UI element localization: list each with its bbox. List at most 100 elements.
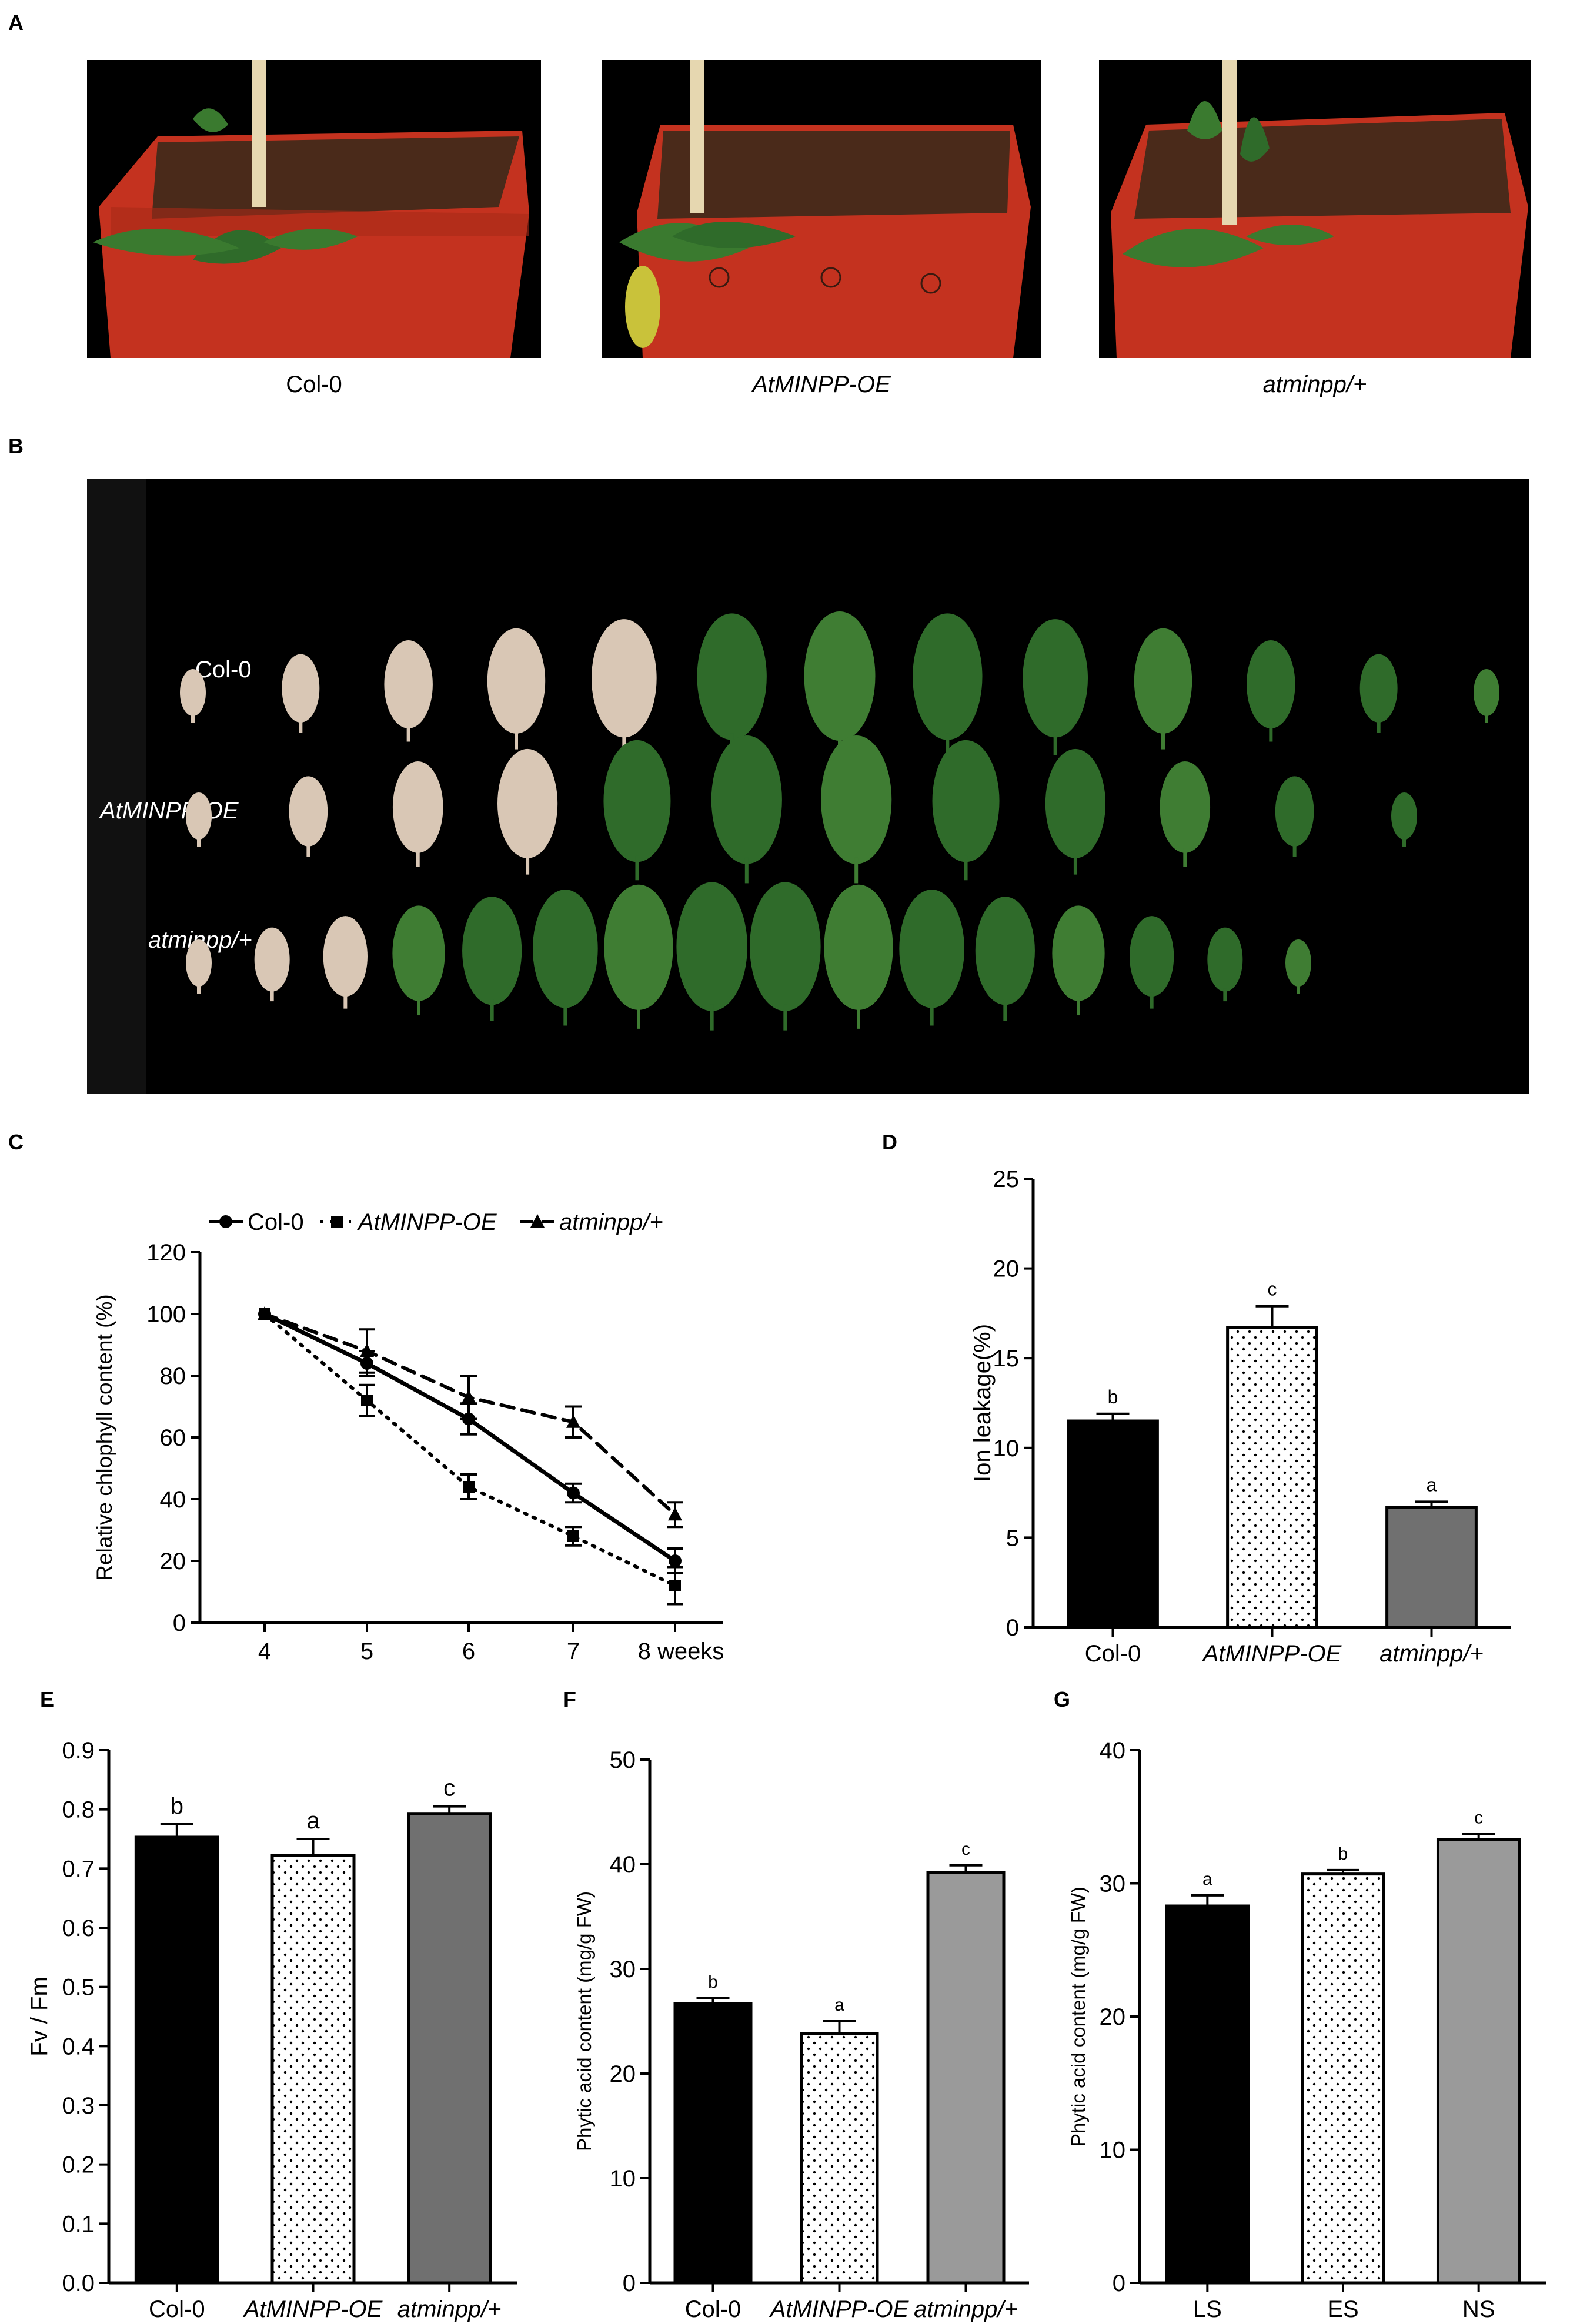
y-tick-label: 20 <box>1100 2004 1126 2030</box>
chart-e-fvfm: 0.0 0.1 0.2 0.3 0.4 0.5 0.6 0.7 0.8 0.9 Fv / Fm b Co… <box>26 1738 517 2322</box>
chart-f-phytic-acid: 0 10 20 30 40 50 Phytic acid content (mg/g FW)… <box>573 1747 1029 2322</box>
panel-label-a: A <box>8 11 24 35</box>
data-point <box>462 1389 476 1403</box>
leaf <box>392 905 445 1001</box>
photo-col0-plant <box>87 60 541 358</box>
series-line <box>263 1312 677 1587</box>
x-tick-label: NS <box>1462 2296 1495 2322</box>
y-tick-label: 20 <box>610 2061 636 2087</box>
legend-label: Col-0 <box>248 1209 304 1235</box>
data-point <box>331 1216 343 1228</box>
x-tick-label: 5 <box>360 1638 373 1664</box>
x-tick-label: LS <box>1193 2296 1222 2322</box>
y-tick-label: 40 <box>610 1852 636 1878</box>
leaf <box>1130 916 1174 997</box>
y-tick-label: 0.5 <box>62 1975 95 2001</box>
y-tick-label: 15 <box>993 1346 1020 1372</box>
panel-label-e: E <box>40 1687 55 1711</box>
x-tick-label: atminpp/+ <box>1379 1641 1484 1667</box>
bar <box>1436 1838 1521 2285</box>
leaf <box>186 792 212 840</box>
leaf <box>254 927 290 992</box>
leaf <box>824 884 893 1010</box>
y-axis-label: Phytic acid content (mg/g FW) <box>573 1891 595 2151</box>
leaf <box>323 916 368 997</box>
bar <box>1301 1872 1385 2285</box>
y-tick-label: 0.8 <box>62 1797 95 1823</box>
significance-letter: b <box>171 1793 183 1819</box>
data-point <box>669 1580 681 1591</box>
significance-letter: b <box>708 1972 718 1992</box>
data-point <box>530 1214 545 1228</box>
significance-letter: b <box>1338 1844 1348 1864</box>
chart-d-ion-leakage: 0 5 10 15 20 25 Ion leakage(%) b Col-0 c AtMINPP-O… <box>970 1166 1511 1667</box>
leaf <box>1285 939 1311 987</box>
leaf <box>462 897 522 1005</box>
data-point <box>361 1395 373 1406</box>
x-tick-label: Col-0 <box>685 2296 741 2322</box>
y-tick-label: 60 <box>160 1425 186 1451</box>
significance-letter: a <box>834 1995 844 2015</box>
series-line <box>262 1312 677 1563</box>
panel-label-d: D <box>882 1130 897 1154</box>
y-tick-label: 10 <box>610 2166 636 2192</box>
significance-letter: a <box>1427 1474 1437 1495</box>
leaf <box>497 748 558 858</box>
leaf <box>913 613 983 740</box>
data-point <box>669 1554 682 1567</box>
leaf <box>604 884 673 1010</box>
leaf <box>932 740 1000 862</box>
bar <box>1226 1326 1318 1629</box>
y-tick-label: 30 <box>610 1957 636 1982</box>
leaf <box>392 761 443 853</box>
data-point <box>668 1507 682 1521</box>
leaf <box>1023 619 1088 738</box>
y-tick-label: 0 <box>1006 1615 1019 1641</box>
panel-label-b: B <box>8 434 24 458</box>
leaf <box>1052 905 1105 1001</box>
leaf <box>289 776 328 847</box>
leaf-row-label-col0: Col-0 <box>195 657 252 683</box>
y-tick-label: 40 <box>160 1487 186 1513</box>
leaf <box>750 882 821 1011</box>
caption-atminpp-mutant: atminpp/+ <box>1262 372 1367 397</box>
chart-c-chlorophyll: 0 20 40 60 80 100 120 4 5 6 7 8 weeks Relative chlop… <box>92 1209 724 1664</box>
chart-g-phytic-acid: 0 10 20 30 40 Phytic acid content (mg/g FW) a L… <box>1067 1738 1546 2322</box>
x-tick-label: atminpp/+ <box>914 2296 1018 2322</box>
data-point <box>567 1486 580 1500</box>
leaf <box>1359 654 1398 723</box>
significance-letter: c <box>961 1840 970 1859</box>
bar <box>926 1871 1006 2285</box>
significance-letter: c <box>1474 1808 1483 1828</box>
y-tick-label: 10 <box>1100 2138 1126 2164</box>
y-tick-label: 0.6 <box>62 1915 95 1941</box>
x-tick-label: Col-0 <box>1085 1641 1141 1667</box>
x-tick-label: AtMINPP-OE <box>243 2296 383 2322</box>
x-tick-label: Col-0 <box>149 2296 205 2322</box>
leaf <box>1275 776 1314 847</box>
significance-letter: b <box>1108 1386 1118 1407</box>
y-tick-label: 5 <box>1006 1525 1019 1551</box>
y-tick-label: 0.1 <box>62 2211 95 2237</box>
data-point <box>566 1414 580 1428</box>
series-atminpp <box>258 1306 683 1529</box>
panel-label-g: G <box>1054 1687 1071 1711</box>
leaf <box>697 613 767 740</box>
caption-col0: Col-0 <box>286 372 342 397</box>
photo-leaf-series: Col-0 AtMINPP-OE atminpp/+ <box>87 479 1529 1094</box>
leaf <box>1045 748 1106 858</box>
leaf <box>591 619 657 738</box>
x-tick-label: 7 <box>567 1638 580 1664</box>
leaf <box>821 735 892 864</box>
x-tick-label: 4 <box>258 1638 271 1664</box>
y-tick-label: 0.2 <box>62 2152 95 2178</box>
bar <box>673 2002 753 2285</box>
bar <box>800 2032 879 2285</box>
y-axis-label: Relative chlophyll content (%) <box>92 1294 116 1580</box>
leaf <box>711 735 782 864</box>
data-point <box>360 1343 374 1357</box>
y-tick-label: 25 <box>993 1166 1020 1192</box>
significance-letter: a <box>306 1808 320 1834</box>
y-tick-label: 100 <box>146 1302 186 1327</box>
x-tick-label: AtMINPP-OE <box>1202 1641 1342 1667</box>
